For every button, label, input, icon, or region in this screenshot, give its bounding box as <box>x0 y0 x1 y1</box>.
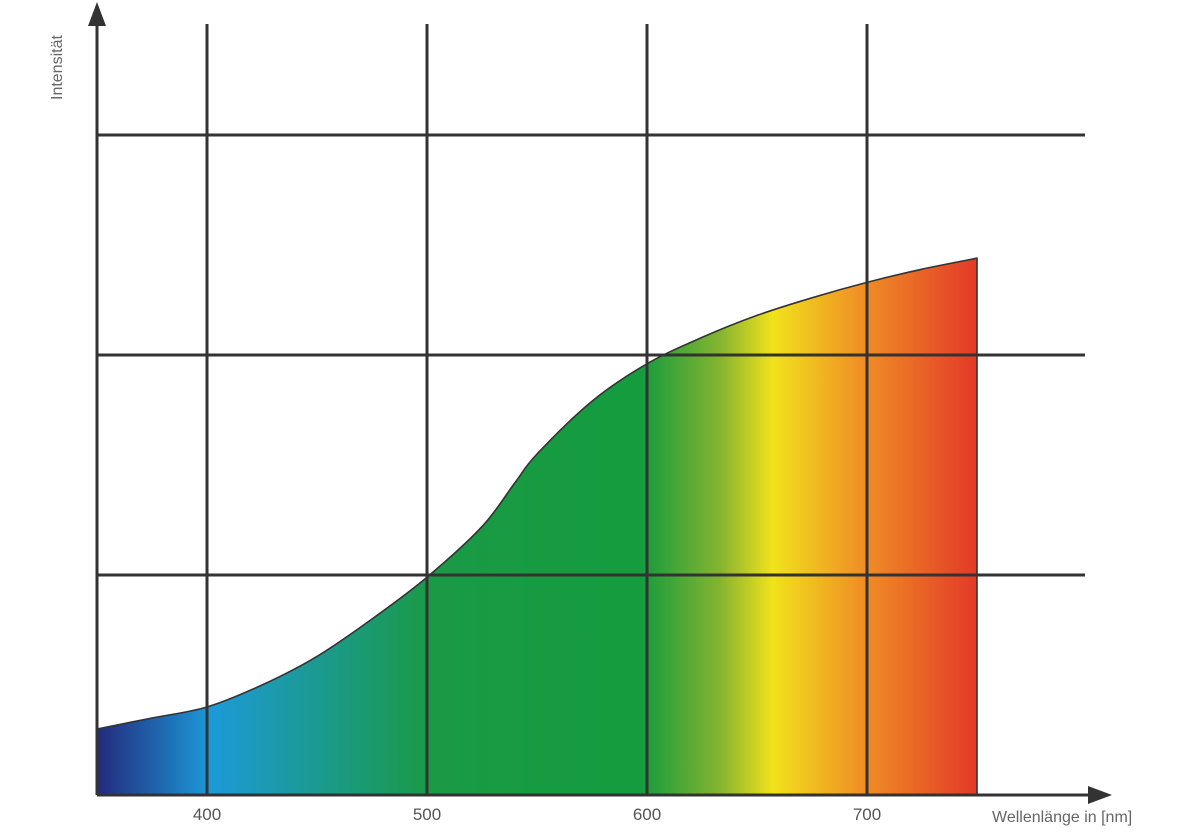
y-axis-arrow <box>88 2 106 26</box>
x-tick-labels: 400 500 600 700 <box>193 805 881 824</box>
x-axis-title: Wellenlänge in [nm] <box>992 809 1132 826</box>
axes <box>88 2 1112 804</box>
x-tick-label: 700 <box>853 805 881 824</box>
spectrum-area <box>97 258 977 795</box>
x-tick-label: 500 <box>413 805 441 824</box>
grid-lines <box>97 24 1085 795</box>
intensity-curve <box>96 257 978 795</box>
x-axis-arrow <box>1088 786 1112 804</box>
x-tick-label: 600 <box>633 805 661 824</box>
y-axis-title: Intensität <box>49 35 66 100</box>
x-tick-label: 400 <box>193 805 221 824</box>
